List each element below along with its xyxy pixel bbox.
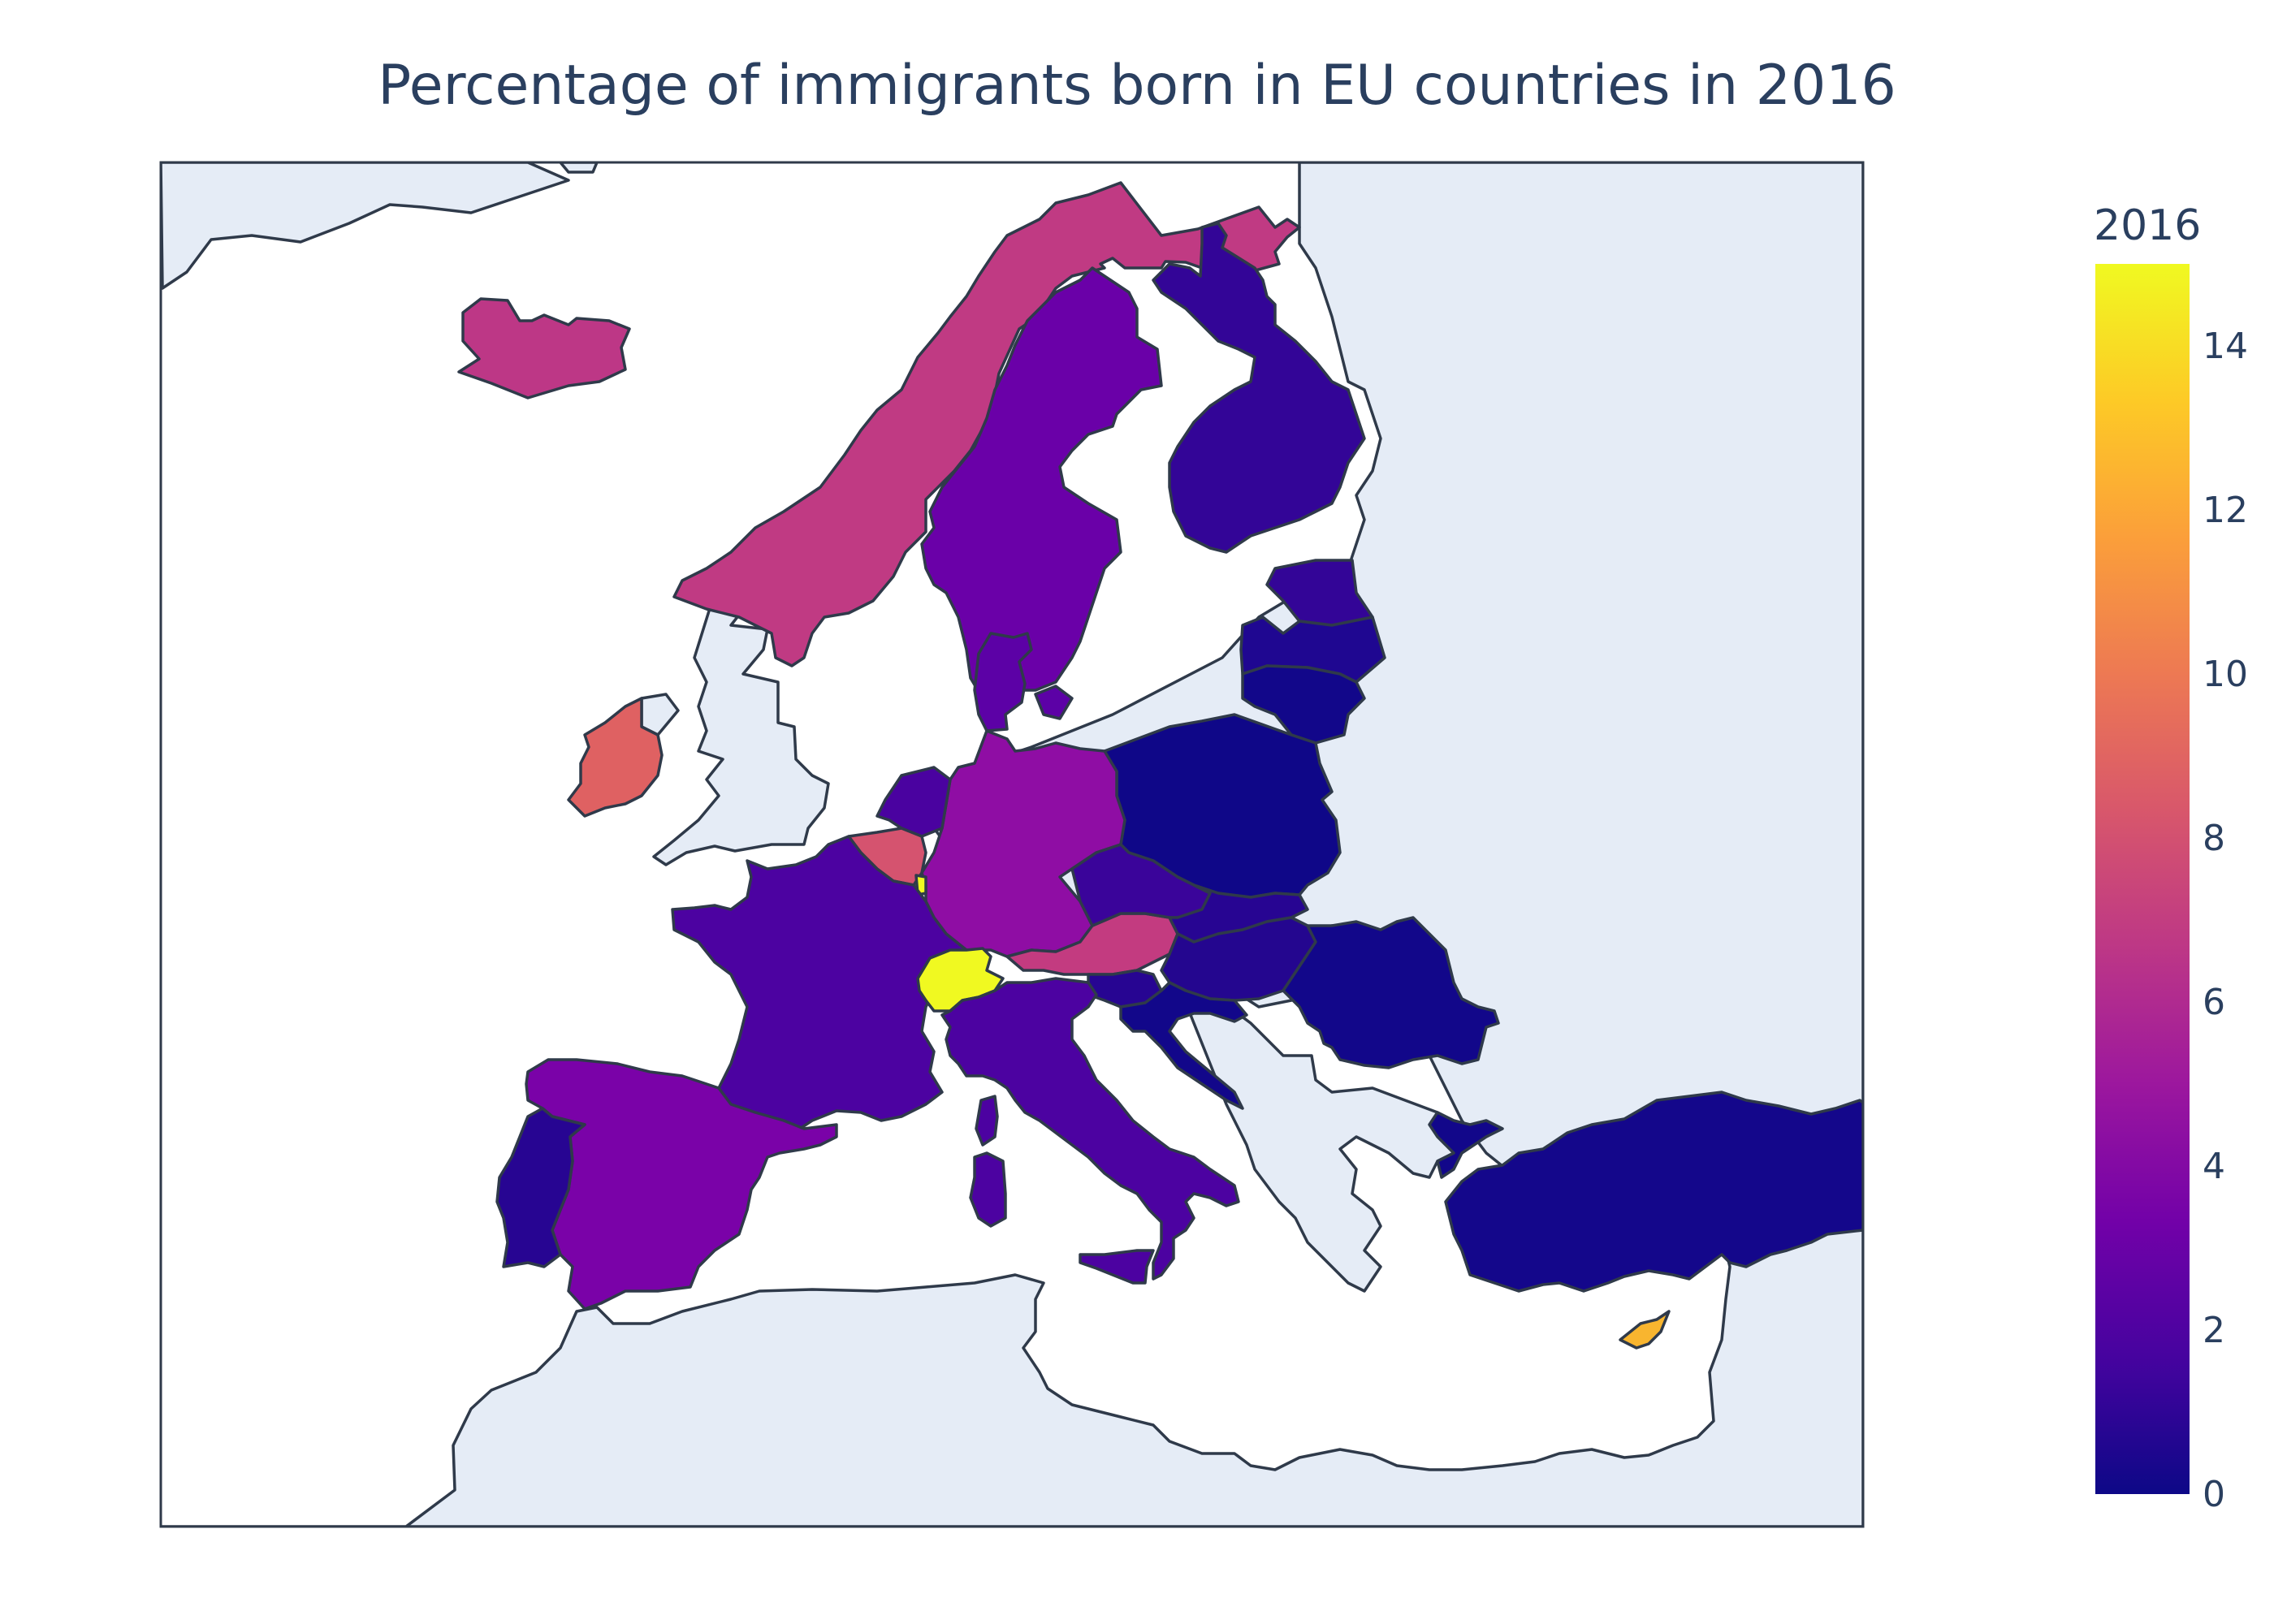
colorbar-tick-label: 8 [2203, 818, 2225, 859]
geo-area [161, 162, 1863, 1527]
uk-land [652, 591, 830, 866]
region-iceland[interactable] [457, 297, 631, 400]
region-denmark-zealand[interactable] [1034, 685, 1074, 720]
colorbar-tick-label: 6 [2203, 982, 2225, 1023]
region-turkey[interactable] [1444, 1091, 1863, 1293]
colorbar: 2016 0 2 4 6 8 10 12 14 [2094, 201, 2248, 1515]
region-romania[interactable] [1282, 916, 1500, 1069]
region-bulgaria[interactable] [1428, 1111, 1504, 1179]
colorbar-tick-label: 4 [2203, 1146, 2225, 1187]
region-norway[interactable] [672, 181, 1301, 667]
region-sicily[interactable] [1079, 1249, 1155, 1285]
region-finland[interactable] [1152, 222, 1366, 554]
non-data-land [161, 162, 1863, 1527]
region-italy[interactable] [940, 977, 1240, 1281]
colorbar-tick-label: 0 [2203, 1474, 2225, 1515]
region-denmark[interactable] [973, 632, 1033, 732]
region-lithuania[interactable] [1241, 664, 1366, 745]
greenland-land [161, 162, 570, 290]
colorbar-tick-label: 12 [2203, 490, 2248, 531]
region-sweden[interactable] [920, 266, 1163, 700]
colorbar-gradient [2095, 264, 2190, 1494]
colorbar-title: 2016 [2094, 201, 2201, 250]
region-sardinia[interactable] [969, 1151, 1007, 1228]
balkans-land [1176, 969, 1455, 1293]
region-portugal[interactable] [495, 1107, 586, 1268]
north-africa-land [161, 1216, 1863, 1527]
chart-title: Percentage of immigrants born in EU coun… [378, 54, 1896, 118]
region-ireland[interactable] [567, 697, 664, 818]
map-frame [159, 161, 1865, 1528]
region-cyprus[interactable] [1619, 1310, 1671, 1350]
country-layer [457, 181, 1863, 1350]
region-france[interactable] [671, 835, 968, 1130]
colorbar-tick-label: 14 [2203, 326, 2248, 367]
svalbard-land [559, 162, 599, 174]
region-corsica[interactable] [975, 1095, 999, 1147]
colorbar-tick-label: 10 [2203, 654, 2248, 695]
colorbar-ticks: 0 2 4 6 8 10 12 14 [2203, 326, 2248, 1515]
region-croatia[interactable] [1119, 981, 1248, 1110]
colorbar-tick-label: 2 [2203, 1310, 2225, 1351]
